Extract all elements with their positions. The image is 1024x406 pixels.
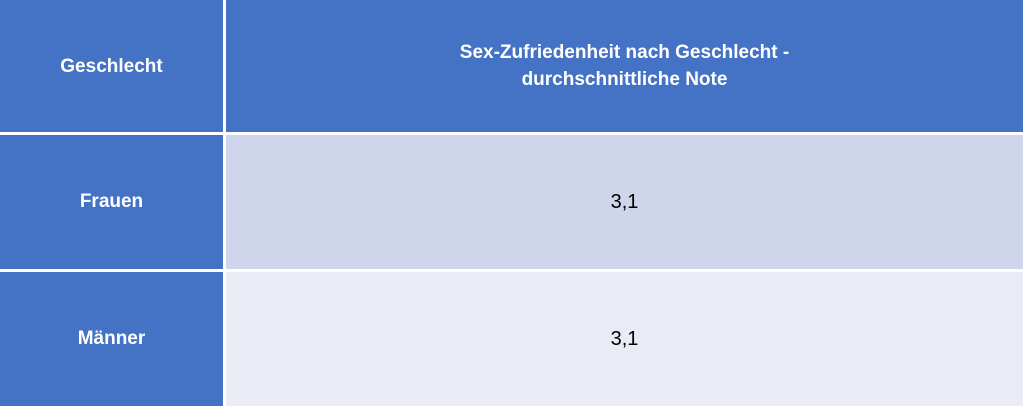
row-label-frauen-text: Frauen xyxy=(79,191,144,212)
header-geschlecht: Geschlecht xyxy=(0,0,223,132)
header-satisfaction-line2: durchschnittliche Note xyxy=(521,69,728,90)
row-value-maenner: 3,1 xyxy=(226,272,1023,406)
row-value-maenner-text: 3,1 xyxy=(610,327,639,350)
row-label-maenner-text: Männer xyxy=(77,328,146,349)
row-value-frauen-text: 3,1 xyxy=(610,190,639,213)
row-value-frauen: 3,1 xyxy=(226,135,1023,269)
header-satisfaction: Sex-Zufriedenheit nach Geschlecht - durc… xyxy=(226,0,1023,132)
row-label-frauen: Frauen xyxy=(0,135,223,269)
header-geschlecht-label: Geschlecht xyxy=(60,55,163,77)
row-label-maenner: Männer xyxy=(0,272,223,406)
header-satisfaction-line1: Sex-Zufriedenheit nach Geschlecht - xyxy=(459,42,790,63)
